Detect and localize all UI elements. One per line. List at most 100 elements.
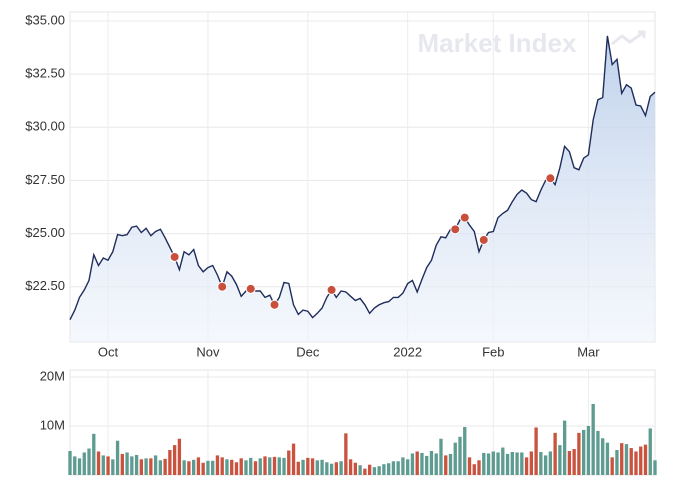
volume-bar [524, 457, 529, 475]
volume-bar [486, 453, 491, 475]
y-tick-label: $25.00 [25, 225, 65, 240]
x-tick-label: Nov [196, 344, 220, 359]
volume-bar [320, 459, 324, 475]
volume-bar [296, 461, 300, 475]
volume-bar [139, 459, 144, 475]
volume-bar [643, 444, 648, 475]
volume-bar [505, 453, 510, 475]
volume-bar [391, 461, 396, 475]
volume-bar [106, 456, 110, 475]
volume-bar [520, 452, 524, 475]
event-marker [478, 234, 489, 245]
volume-bar [272, 456, 277, 475]
volume-bar [458, 436, 462, 475]
volume-bar [529, 451, 534, 475]
volume-bar [258, 458, 262, 475]
volume-bar [615, 450, 619, 475]
event-marker [545, 173, 556, 184]
volume-bar [367, 464, 372, 475]
volume-bar [534, 427, 538, 475]
volume-bar [144, 458, 148, 475]
volume-bar [268, 457, 272, 475]
volume-bar [153, 455, 158, 475]
volume-bar [629, 448, 633, 475]
y-tick-label: $35.00 [25, 12, 65, 27]
volume-bar [577, 432, 581, 475]
volume-bar [605, 442, 610, 475]
volume-bar [401, 457, 405, 475]
volume-bar [96, 451, 101, 475]
price-line [69, 35, 656, 321]
volume-bar [329, 463, 334, 475]
volume-bar [567, 450, 572, 475]
volume-bar [420, 452, 424, 475]
volume-bar [168, 450, 172, 475]
volume-bar [501, 447, 505, 475]
volume-bar [73, 456, 77, 475]
volume-bar [491, 451, 495, 475]
y-tick-label: $22.50 [25, 278, 65, 293]
volume-bar [610, 457, 614, 475]
volume-bar [653, 460, 657, 475]
volume-bar [472, 464, 476, 475]
volume-bar [339, 461, 343, 475]
event-marker [169, 251, 180, 262]
volume-bar [211, 460, 215, 475]
event-marker [245, 283, 256, 294]
volume-bar [562, 420, 567, 475]
volume-bar [444, 455, 448, 475]
volume-bar [639, 446, 643, 475]
volume-bar [92, 433, 96, 475]
volume-bar [291, 443, 296, 475]
volume-bar [149, 458, 153, 475]
volume-bar [410, 453, 415, 475]
watermark: Market Index [418, 28, 577, 58]
volume-bar [429, 450, 434, 475]
y-tick-label: 10M [40, 417, 65, 432]
volume-bar [306, 457, 310, 475]
volume-bar [230, 459, 234, 475]
event-marker [269, 299, 280, 310]
volume-bar [282, 457, 286, 475]
volume-bar [539, 451, 543, 475]
volume-bar [353, 462, 358, 475]
volume-bar [163, 458, 167, 475]
volume-bar [425, 455, 429, 475]
volume-bar [111, 459, 115, 475]
volume-bar [82, 452, 86, 475]
volume-bar [277, 457, 281, 475]
volume-bar [115, 440, 120, 475]
volume-bar [482, 452, 486, 475]
y-tick-label: $30.00 [25, 119, 65, 134]
volume-bar [463, 426, 467, 475]
volume-bar [548, 451, 553, 475]
volume-bar [244, 460, 248, 475]
volume-bar [310, 458, 315, 475]
volume-bar [125, 452, 129, 475]
volume-bar [377, 466, 381, 475]
event-marker [217, 281, 228, 292]
y-tick-label: $32.50 [25, 66, 65, 81]
x-tick-label: Oct [98, 344, 119, 359]
volume-bar [382, 464, 386, 475]
x-tick-label: Feb [482, 344, 504, 359]
volume-bar [553, 432, 557, 475]
volume-bar [201, 462, 205, 475]
volume-bar [586, 426, 591, 475]
volume-bar [191, 459, 196, 475]
volume-bar [182, 460, 186, 475]
volume-bar [187, 461, 191, 475]
volume-bar [386, 463, 391, 475]
volume-bar [325, 462, 329, 475]
volume-bar [434, 453, 438, 475]
volume-bar [334, 462, 339, 475]
volume-bar [467, 457, 472, 475]
volume-bar [177, 438, 182, 475]
volume-bar [596, 430, 600, 475]
volume-bar [601, 438, 605, 475]
x-tick-label: Mar [577, 344, 600, 359]
volume-bar [287, 450, 291, 475]
volume-bar [634, 451, 638, 475]
volume-bar [101, 455, 105, 475]
